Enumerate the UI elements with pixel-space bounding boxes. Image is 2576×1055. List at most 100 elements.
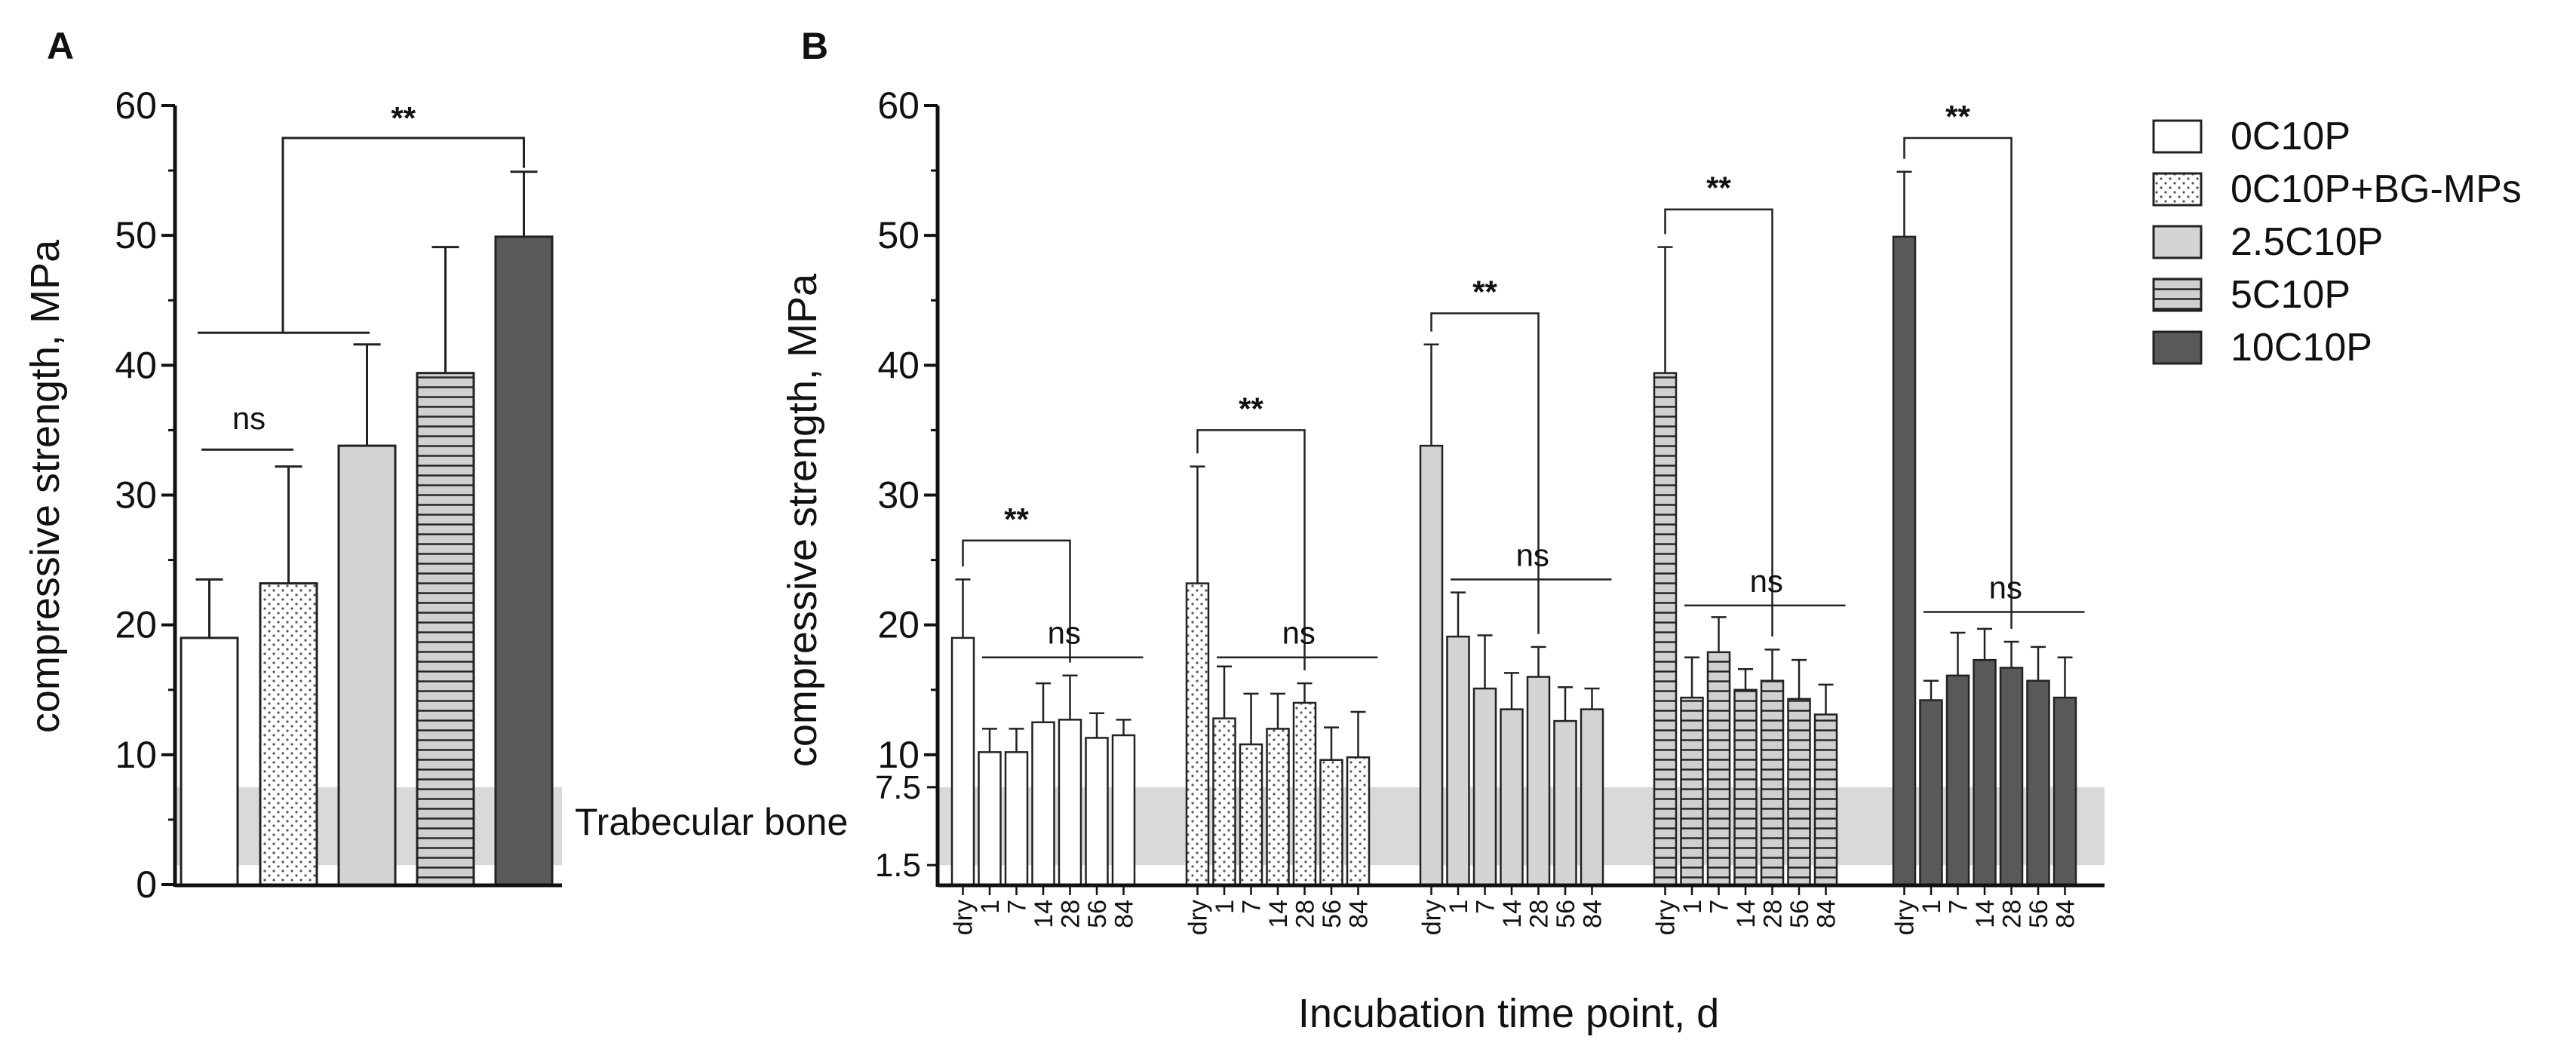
bar-10c10p-7	[1945, 674, 1970, 886]
x-tick-label: 1	[976, 900, 1005, 914]
x-tick-label: 1	[1917, 900, 1946, 914]
stars-bracket	[962, 539, 1071, 663]
bar-0c10p-bg-mps-dry	[1185, 582, 1210, 886]
legend-label: 10C10P	[2231, 326, 2372, 370]
y-tick-label: 20	[877, 604, 920, 646]
bar-10c10p-14	[1973, 658, 1997, 886]
panel-a-y-ticks: 0 10 20 30 40 50 60	[115, 84, 175, 906]
stars-bracket	[281, 136, 525, 333]
panel-a-significance: ns **	[198, 100, 525, 451]
legend-label: 5C10P	[2231, 273, 2350, 317]
stars-bracket	[1903, 136, 2013, 629]
bar-5c10p-14	[1733, 689, 1758, 886]
y-tick-label: 0	[136, 863, 157, 906]
bar-2-5c10p-7	[1472, 687, 1497, 886]
legend-swatch-0c10p	[2152, 119, 2203, 154]
bar-0c10p-bg-mps	[259, 582, 318, 886]
x-tick-label: dry	[1891, 900, 1920, 935]
x-tick-label: 7	[1945, 900, 1973, 914]
stars-label: **	[1472, 274, 1497, 309]
bar-5c10p-1	[1680, 696, 1704, 886]
bar-5c10p-84	[1813, 713, 1838, 886]
x-tick-label: 56	[1785, 900, 1814, 928]
bar-2-5c10p-28	[1526, 676, 1551, 886]
x-tick-label: 84	[2052, 900, 2080, 928]
x-tick-label: 14	[1732, 900, 1761, 928]
y-tick-label: 1.5	[875, 847, 921, 884]
x-tick-label: 28	[1998, 900, 2027, 928]
panel-b-y-ticks: 10 20 30 40 50 60 1.5 7.5	[875, 84, 938, 884]
legend-label: 0C10P	[2231, 115, 2350, 158]
bar-5c10p-7	[1706, 651, 1731, 886]
x-tick-label: 56	[2025, 900, 2053, 928]
bar-0c10p-56	[1085, 737, 1109, 886]
x-tick-label: 84	[1110, 900, 1139, 928]
bar-0c10p-84	[1111, 734, 1136, 886]
bar-0c10p	[180, 636, 239, 886]
bar-0c10p-bg-mps-28	[1292, 701, 1317, 886]
panel-b: B compressive strength, MPa 10 20 30 40 50 60…	[780, 25, 2105, 1036]
bar-2-5c10p-56	[1553, 719, 1577, 886]
x-tick-label: 28	[1291, 900, 1320, 928]
bar-10c10p	[494, 235, 554, 886]
panel-b-xlabel: Incubation time point, d	[1298, 991, 1719, 1036]
stars-label: **	[1004, 501, 1029, 537]
bar-0c10p-bg-mps-56	[1319, 759, 1343, 886]
y-tick-label: 10	[877, 734, 920, 776]
ns-label: ns	[1048, 615, 1081, 651]
bar-0c10p-bg-mps-7	[1239, 743, 1263, 886]
bar-0c10p-bg-mps-14	[1266, 728, 1290, 886]
stars-label: **	[1945, 99, 1970, 134]
bar-0c10p-7	[1004, 751, 1029, 886]
stars-bracket	[1430, 312, 1540, 634]
ns-label: ns	[1282, 615, 1316, 651]
panel-a-bars	[180, 170, 554, 886]
panel-a-ylabel: compressive strength, MPa	[23, 239, 68, 733]
bar-2-5c10p-1	[1446, 635, 1470, 886]
bar-0c10p-28	[1058, 719, 1082, 886]
x-tick-label: 56	[1552, 900, 1580, 928]
bar-0c10p-bg-mps-1	[1212, 717, 1236, 886]
x-tick-label: dry	[950, 900, 978, 935]
x-tick-label: 28	[1525, 900, 1554, 928]
bar-2-5c10p-14	[1500, 708, 1524, 886]
ns-label: ns	[232, 400, 266, 436]
x-tick-label: 7	[1706, 900, 1734, 914]
x-tick-label: 84	[1345, 900, 1374, 928]
x-tick-label: 28	[1057, 900, 1085, 928]
y-tick-label: 20	[115, 604, 157, 646]
panel-b-significance: ** ns ** ns ** ns ** ns ** ns	[962, 99, 2085, 670]
stars-label: **	[1239, 391, 1263, 426]
y-tick-label: 7.5	[875, 769, 921, 806]
stars-label: **	[391, 100, 416, 136]
x-tick-label: 14	[1971, 900, 2000, 928]
bar-0c10p-bg-mps-84	[1346, 756, 1371, 886]
panel-b-ylabel: compressive strength, MPa	[780, 273, 825, 767]
ns-label: ns	[1750, 563, 1783, 599]
x-tick-label: 14	[1030, 900, 1058, 928]
y-tick-label: 50	[877, 214, 920, 256]
y-tick-label: 30	[877, 474, 920, 517]
x-tick-label: 84	[1579, 900, 1607, 928]
x-tick-label: 14	[1498, 900, 1527, 928]
panel-a-letter: A	[47, 25, 74, 67]
x-tick-label: 7	[1003, 900, 1032, 914]
x-tick-label: 14	[1264, 900, 1293, 928]
x-tick-label: 28	[1759, 900, 1788, 928]
x-tick-label: 1	[1445, 900, 1473, 914]
legend: 0C10P 0C10P+BG-MPs 2.5C10P 5C10P 10C10P	[2152, 115, 2522, 370]
legend-label: 0C10P+BG-MPs	[2231, 167, 2522, 211]
x-tick-label: dry	[1652, 900, 1681, 935]
bar-0c10p-14	[1031, 721, 1055, 886]
bar-2-5c10p-dry	[1419, 444, 1444, 886]
ns-label: ns	[1989, 569, 2022, 605]
legend-swatch-2-5c10p	[2152, 225, 2203, 259]
x-tick-label: 56	[1318, 900, 1346, 928]
bar-10c10p-28	[1999, 667, 2024, 886]
x-tick-label: 7	[1238, 900, 1267, 914]
stars-bracket	[1664, 208, 1773, 637]
x-tick-label: 1	[1678, 900, 1707, 914]
ns-label: ns	[1516, 537, 1549, 572]
stars-bracket	[1196, 429, 1306, 670]
x-tick-label: 1	[1211, 900, 1239, 914]
